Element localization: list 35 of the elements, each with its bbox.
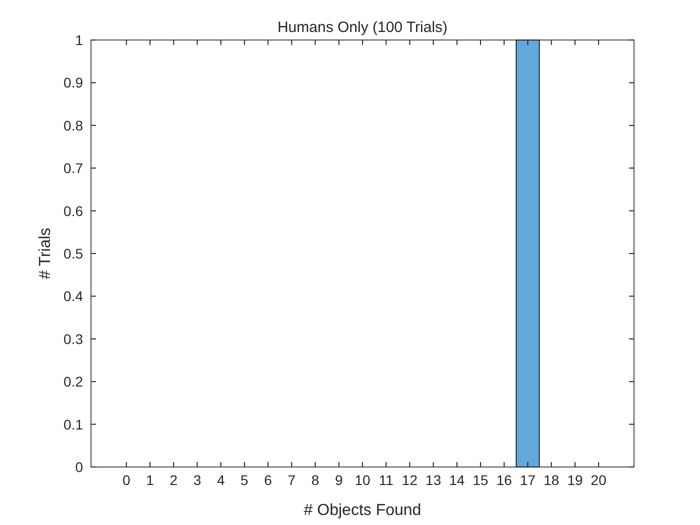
x-axis-title: # Objects Found — [304, 502, 422, 519]
x-tick-label: 5 — [240, 472, 249, 488]
y-tick-label: 0 — [75, 459, 84, 475]
x-tick-label: 4 — [216, 472, 225, 488]
y-axis-title: # Trials — [37, 228, 54, 280]
y-tick-label: 0.1 — [64, 416, 84, 432]
y-tick-label: 0.4 — [64, 288, 84, 304]
x-tick-label: 16 — [496, 472, 512, 488]
x-tick-label: 8 — [311, 472, 320, 488]
x-tick-label: 1 — [146, 472, 154, 488]
x-tick-label: 10 — [354, 472, 370, 488]
y-tick-label: 0.2 — [64, 374, 84, 390]
x-tick-label: 19 — [567, 472, 583, 488]
y-tick-label: 0.7 — [64, 160, 84, 176]
x-tick-label: 6 — [264, 472, 272, 488]
x-tick-label: 11 — [378, 472, 394, 488]
y-tick-label: 0.6 — [64, 202, 84, 219]
x-tick-label: 18 — [544, 472, 560, 488]
x-tick-label: 15 — [472, 472, 489, 488]
x-tick-label: 20 — [590, 472, 607, 488]
x-tick-label: 0 — [122, 472, 131, 488]
y-tick-label: 1 — [75, 32, 84, 48]
x-tick-label: 3 — [193, 472, 202, 488]
x-tick-label: 2 — [170, 472, 178, 488]
x-tick-label: 9 — [334, 472, 343, 488]
chart-title: Humans Only (100 Trials) — [277, 19, 448, 36]
y-tick-label: 0.5 — [64, 246, 84, 262]
x-tick-label: 17 — [520, 472, 536, 488]
x-tick-label: 7 — [288, 472, 296, 488]
y-tick-label: 0.9 — [64, 74, 84, 91]
x-tick-label: 14 — [449, 472, 465, 488]
y-tick-label: 0.3 — [64, 330, 84, 347]
x-tick-label: 12 — [402, 472, 418, 488]
y-tick-label: 0.8 — [64, 117, 84, 134]
x-tick-label: 13 — [426, 472, 442, 488]
